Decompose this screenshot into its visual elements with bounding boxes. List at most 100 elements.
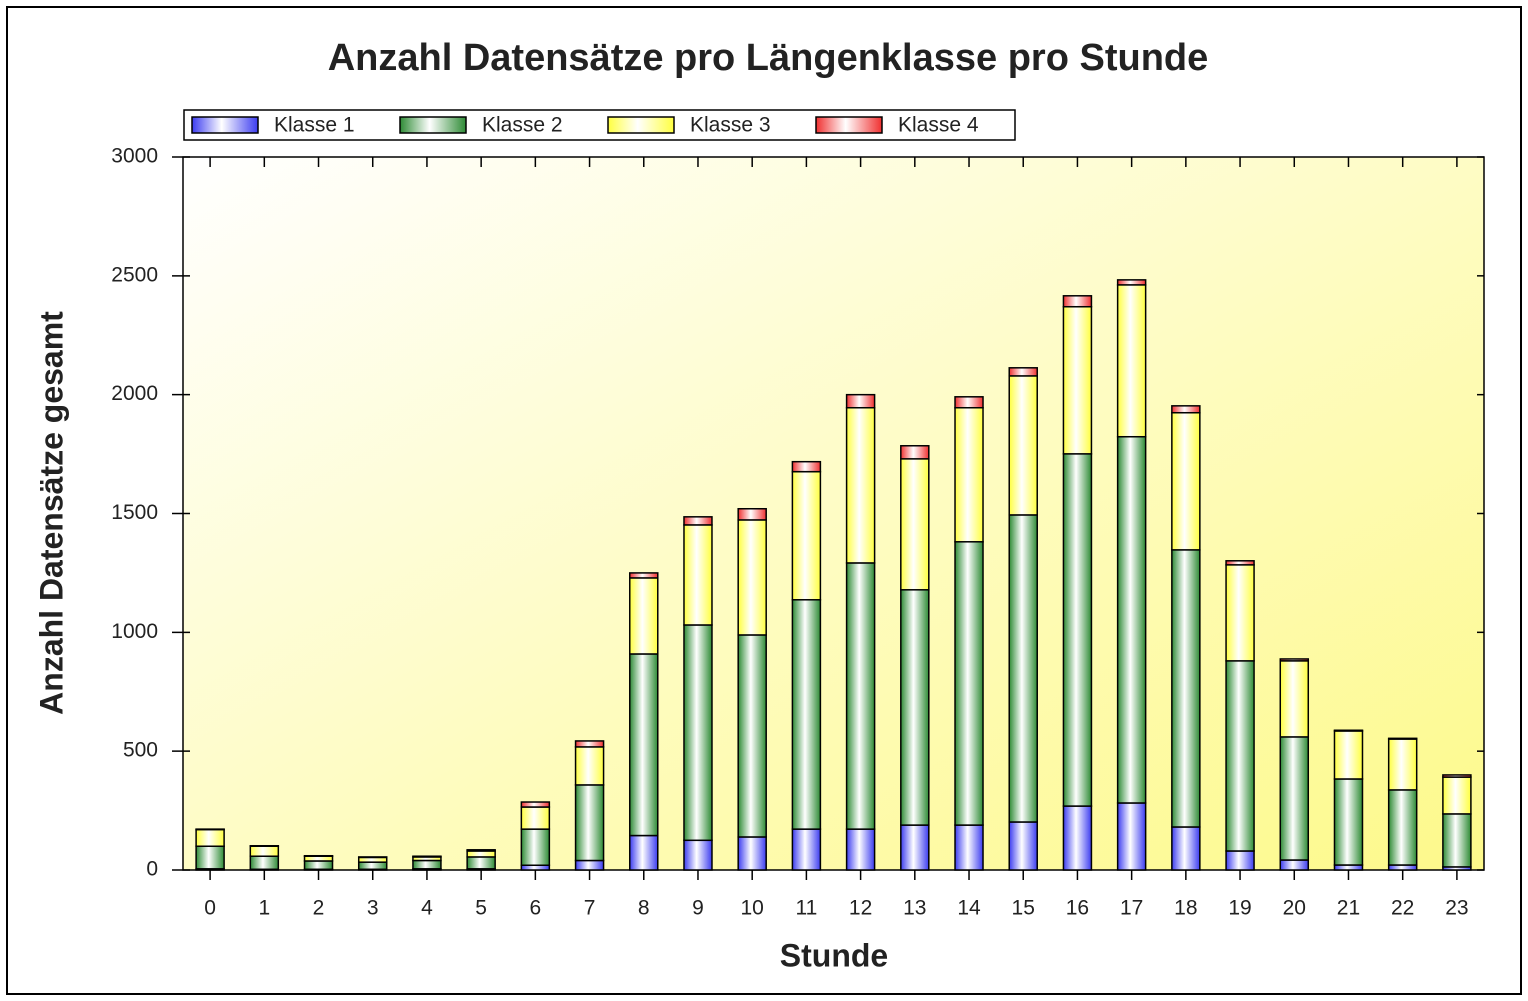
bar-segment bbox=[195, 828, 225, 847]
y-tick-label: 3000 bbox=[111, 145, 158, 168]
bar-segment bbox=[1225, 850, 1255, 871]
bar-segment bbox=[574, 740, 605, 748]
legend-swatch bbox=[815, 116, 883, 134]
legend-label: Klasse 1 bbox=[274, 114, 355, 137]
bar-segment bbox=[466, 856, 496, 870]
bar-segment bbox=[1116, 279, 1147, 286]
bar-segment bbox=[954, 824, 984, 871]
bar-segment bbox=[1116, 284, 1147, 438]
bar-segment bbox=[629, 572, 659, 579]
bar-segment bbox=[466, 850, 496, 858]
bar-segment bbox=[466, 849, 496, 852]
bar-segment bbox=[1279, 660, 1310, 738]
bar-segment bbox=[737, 507, 767, 521]
y-tick-label: 1500 bbox=[111, 501, 158, 524]
bar-segment bbox=[737, 836, 767, 871]
bar-segment bbox=[1442, 776, 1472, 815]
bar-segment bbox=[1008, 375, 1038, 516]
bar-segment bbox=[845, 406, 876, 564]
bar-segment bbox=[1171, 411, 1201, 551]
bar-segment bbox=[1062, 805, 1093, 871]
bar-segment bbox=[303, 860, 334, 871]
plot-area bbox=[182, 156, 1485, 871]
x-tick-label: 8 bbox=[638, 897, 650, 920]
legend-swatch bbox=[399, 116, 467, 134]
bar-segment bbox=[791, 460, 822, 473]
x-tick-label: 3 bbox=[367, 897, 379, 920]
bar-segment bbox=[574, 784, 605, 862]
y-tick-label: 2500 bbox=[111, 263, 158, 286]
bar-segment bbox=[683, 524, 713, 626]
bar-segment bbox=[791, 599, 822, 830]
bar-segment bbox=[683, 624, 713, 842]
bar-segment bbox=[1279, 736, 1310, 861]
x-axis-label: Stunde bbox=[780, 937, 888, 973]
x-tick-label: 23 bbox=[1445, 897, 1468, 920]
bar-segment bbox=[629, 653, 659, 837]
x-tick-label: 12 bbox=[849, 897, 872, 920]
x-tick-label: 18 bbox=[1174, 897, 1197, 920]
bar-segment bbox=[1062, 453, 1093, 807]
bar-segment bbox=[900, 824, 930, 871]
legend-label: Klasse 3 bbox=[690, 114, 771, 137]
bar-segment bbox=[737, 634, 767, 838]
bar-segment bbox=[1333, 730, 1364, 780]
y-tick-label: 500 bbox=[123, 739, 158, 762]
x-tick-label: 13 bbox=[903, 897, 926, 920]
bar-segment bbox=[1442, 813, 1472, 868]
bar-segment bbox=[1279, 859, 1310, 871]
bar-segment bbox=[195, 845, 225, 870]
bar-segment bbox=[412, 859, 442, 870]
bar-segment bbox=[1225, 660, 1255, 852]
bar-segment bbox=[845, 562, 876, 830]
bar-segment bbox=[683, 839, 713, 871]
bar-segment bbox=[629, 577, 659, 655]
x-tick-label: 19 bbox=[1228, 897, 1251, 920]
x-tick-label: 11 bbox=[795, 897, 817, 920]
x-tick-label: 22 bbox=[1391, 897, 1414, 920]
x-tick-label: 17 bbox=[1120, 897, 1143, 920]
bar-segment bbox=[357, 861, 388, 871]
bar-segment bbox=[1171, 826, 1201, 871]
x-tick-label: 7 bbox=[584, 897, 596, 920]
chart-title: Anzahl Datensätze pro Längenklasse pro S… bbox=[328, 37, 1209, 79]
bar-segment bbox=[845, 828, 876, 871]
bar-segment bbox=[1387, 738, 1418, 791]
bar-segment bbox=[1008, 514, 1038, 823]
bar-segment bbox=[1442, 774, 1472, 778]
legend-swatch bbox=[191, 116, 259, 134]
x-tick-label: 20 bbox=[1283, 897, 1306, 920]
y-tick-label: 1000 bbox=[111, 620, 158, 643]
y-axis-label: Anzahl Datensätze gesamt bbox=[33, 311, 69, 715]
bar-segment bbox=[845, 393, 876, 409]
x-tick-label: 1 bbox=[258, 897, 270, 920]
bar-segment bbox=[1333, 729, 1364, 732]
x-tick-label: 2 bbox=[313, 897, 325, 920]
bar-segment bbox=[900, 589, 930, 826]
bar-segment bbox=[1008, 367, 1038, 377]
bar-segment bbox=[900, 458, 930, 591]
bar-segment bbox=[1062, 295, 1093, 308]
bar-segment bbox=[520, 828, 551, 866]
bar-segment bbox=[1171, 549, 1201, 828]
bar-segment bbox=[249, 855, 280, 871]
bar-segment bbox=[683, 516, 713, 526]
bar-segment bbox=[1171, 405, 1201, 414]
bar-segment bbox=[954, 406, 984, 543]
bar-segment bbox=[954, 541, 984, 826]
bar-segment bbox=[629, 834, 659, 871]
bar-segment bbox=[412, 855, 442, 858]
x-tick-label: 21 bbox=[1337, 897, 1360, 920]
x-tick-label: 0 bbox=[204, 897, 216, 920]
x-tick-label: 6 bbox=[530, 897, 542, 920]
x-tick-label: 14 bbox=[957, 897, 981, 920]
bar-segment bbox=[1225, 564, 1255, 662]
legend-label: Klasse 2 bbox=[482, 114, 563, 137]
x-tick-label: 15 bbox=[1012, 897, 1035, 920]
bar-segment bbox=[737, 519, 767, 636]
x-tick-label: 9 bbox=[692, 897, 704, 920]
bar-segment bbox=[1387, 737, 1418, 740]
legend-label: Klasse 4 bbox=[898, 114, 979, 137]
bar-segment bbox=[1225, 560, 1255, 566]
